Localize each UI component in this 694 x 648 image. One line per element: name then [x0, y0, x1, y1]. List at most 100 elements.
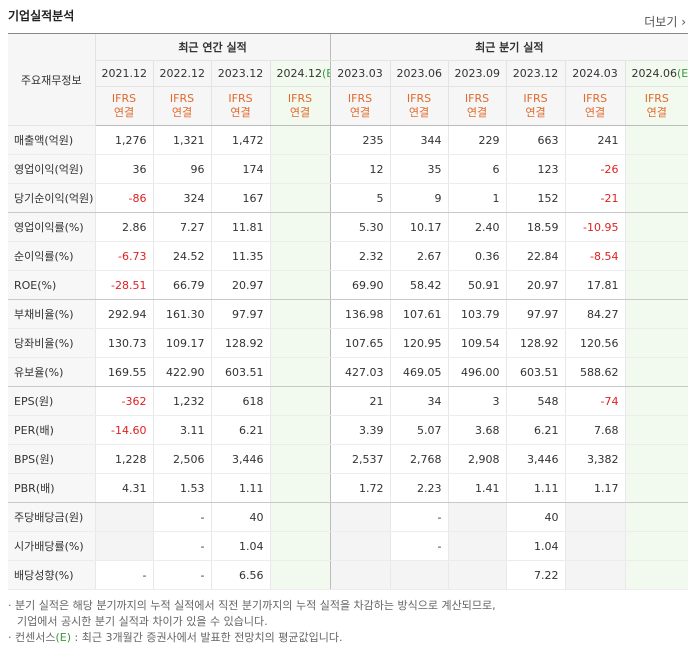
value-cell: 2,506: [152, 444, 211, 474]
value-cell: 663: [505, 125, 566, 155]
value-cell: [447, 502, 507, 532]
value-cell: -86: [94, 183, 153, 213]
value-cell: [624, 444, 689, 474]
value-cell: 167: [210, 183, 270, 213]
basis: IFRS: [464, 92, 490, 105]
value-cell: 20.97: [505, 270, 566, 300]
value-cell: -: [389, 531, 449, 561]
value-cell: 97.97: [210, 299, 270, 329]
value-cell: 5.30: [329, 212, 391, 242]
basis-header: IFRS 연결: [389, 86, 449, 126]
row-label: 순이익률(%): [8, 241, 95, 271]
scope: 연결: [646, 106, 667, 119]
value-cell: 2,768: [389, 444, 449, 474]
row-label: 부채비율(%): [8, 299, 95, 329]
row-label: 배당성향(%): [8, 560, 95, 590]
value-cell: 0.36: [447, 241, 507, 271]
value-cell: -21: [564, 183, 626, 213]
value-cell: [447, 560, 507, 590]
data-row: 주당배당금(원) -40-40: [8, 502, 689, 532]
value-cell: 2.32: [329, 241, 391, 271]
basis: IFRS: [228, 92, 253, 105]
data-row: 당좌비율(%) 130.73 109.17 128.92 107.65 120.95 109…: [8, 328, 689, 358]
value-cell: 109.17: [152, 328, 211, 358]
value-cell: [624, 357, 689, 387]
value-cell: 123: [505, 154, 566, 184]
scope: 연결: [171, 106, 193, 119]
period-header: 2024.03: [564, 60, 626, 87]
value-cell: [269, 299, 331, 329]
value-cell: [624, 560, 689, 590]
period: 2024.12: [276, 67, 323, 80]
value-cell: 1.72: [329, 473, 391, 503]
estimate-mark: (E): [677, 67, 689, 80]
more-arrow[interactable]: ›: [681, 15, 686, 29]
value-cell: 3,446: [505, 444, 566, 474]
value-cell: 1,228: [94, 444, 153, 474]
note-text: : 최근 3개월간 증권사에서 발표한 전망치의 평균값입니다.: [71, 631, 343, 644]
data-row: 영업이익률(%) 2.86 7.27 11.81 5.30 10.17 2.40 18.59-…: [8, 212, 689, 242]
scope: 연결: [466, 106, 488, 119]
more-text[interactable]: 더보기: [644, 15, 678, 29]
value-cell: 2.23: [389, 473, 449, 503]
value-cell: 9: [389, 183, 449, 213]
value-cell: [94, 502, 153, 532]
row-label: PER(배): [8, 415, 95, 445]
value-cell: 2,908: [447, 444, 507, 474]
value-cell: -: [152, 531, 211, 561]
value-cell: 1.11: [210, 473, 270, 503]
value-cell: [624, 154, 689, 184]
value-cell: -26: [564, 154, 626, 184]
group-header: 최근 연간 실적: [94, 33, 331, 61]
value-cell: 235: [329, 125, 391, 155]
scope: 연결: [525, 106, 546, 119]
value-cell: 11.35: [210, 241, 270, 271]
value-cell: 18.59: [505, 212, 566, 242]
scope: 연결: [230, 106, 251, 119]
value-cell: 3,382: [564, 444, 626, 474]
row-label: 주당배당금(원): [8, 502, 95, 532]
value-cell: 40: [505, 502, 566, 532]
period-header: 2023.06: [389, 60, 449, 87]
value-cell: [269, 328, 331, 358]
group-row: 주요재무정보 최근 연간 실적 최근 분기 실적: [8, 33, 689, 126]
value-cell: 6.56: [210, 560, 270, 590]
value-cell: 1,321: [152, 125, 211, 155]
value-cell: -6.73: [94, 241, 153, 271]
value-cell: 1,276: [94, 125, 153, 155]
data-row: PER(배) -14.60 3.11 6.21 3.39 5.07 3.68 6.21 7.68: [8, 415, 689, 445]
basis-header: IFRS 연결: [152, 86, 211, 126]
value-cell: 66.79: [152, 270, 211, 300]
value-cell: -: [389, 502, 449, 532]
value-cell: [624, 183, 689, 213]
data-row: PBR(배) 4.31 1.53 1.11 1.72 2.23 1.41 1.11 1.17: [8, 473, 689, 503]
value-cell: 128.92: [505, 328, 566, 358]
note-line: · 분기 실적은 해당 분기까지의 누적 실적에서 직전 분기까지의 누적 실적…: [8, 598, 496, 614]
row-label: ROE(%): [8, 270, 95, 300]
value-cell: 292.94: [94, 299, 153, 329]
row-label: 매출액(억원): [8, 125, 95, 155]
period-header: 2023.12: [210, 60, 270, 87]
value-cell: 618: [210, 386, 270, 416]
value-cell: 2.67: [389, 241, 449, 271]
data-row: ROE(%) -28.51 66.79 20.97 69.90 58.42 50.91 20.…: [8, 270, 689, 300]
more-link[interactable]: 더보기 ›: [644, 13, 686, 30]
scope: 연결: [113, 106, 135, 119]
value-cell: 169.55: [94, 357, 153, 387]
note-line: 기업에서 공시한 분기 실적과 차이가 있을 수 있습니다.: [8, 614, 496, 630]
value-cell: 229: [447, 125, 507, 155]
value-cell: [624, 386, 689, 416]
value-cell: 422.90: [152, 357, 211, 387]
period-header: 2021.12: [94, 60, 153, 87]
value-cell: 241: [564, 125, 626, 155]
value-cell: -: [152, 560, 211, 590]
value-cell: 496.00: [447, 357, 507, 387]
value-cell: 96: [152, 154, 211, 184]
value-cell: [269, 502, 331, 532]
value-cell: [564, 560, 626, 590]
basis-header: IFRS 연결: [564, 86, 626, 126]
value-cell: [624, 473, 689, 503]
value-cell: 128.92: [210, 328, 270, 358]
value-cell: [624, 531, 689, 561]
value-cell: 17.81: [564, 270, 626, 300]
